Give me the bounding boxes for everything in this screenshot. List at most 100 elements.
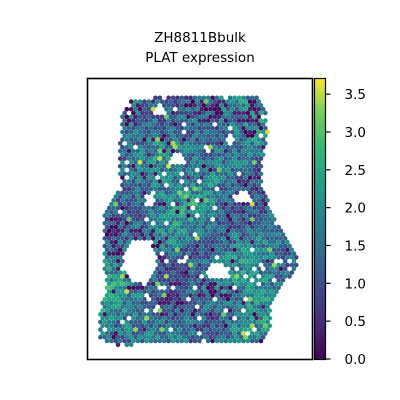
spot: [199, 122, 204, 127]
spot: [249, 308, 255, 313]
spot: [258, 110, 264, 116]
spot: [133, 319, 138, 325]
spot: [126, 118, 132, 123]
spot: [190, 167, 196, 173]
spot: [188, 224, 193, 230]
spot: [227, 209, 233, 215]
spot: [208, 258, 213, 264]
spot: [183, 277, 189, 283]
spot: [146, 304, 152, 310]
spot: [137, 114, 143, 120]
spot: [214, 247, 220, 253]
colorbar-tick-label: 3.5: [345, 87, 366, 103]
spot: [203, 152, 209, 158]
spot: [223, 103, 229, 108]
spot: [120, 160, 125, 165]
spot: [133, 236, 138, 241]
spot: [111, 220, 116, 226]
spot: [241, 277, 246, 283]
spot: [153, 331, 158, 336]
spot: [245, 201, 251, 207]
spot: [254, 171, 259, 177]
spot: [146, 144, 152, 150]
spot: [172, 190, 178, 196]
spot: [201, 285, 207, 291]
spot: [192, 194, 198, 199]
spot: [225, 205, 231, 211]
spot: [267, 255, 273, 260]
spot: [117, 331, 123, 336]
spot: [234, 213, 240, 218]
spot: [199, 167, 204, 173]
spot: [181, 106, 187, 112]
spot: [203, 220, 209, 226]
spot: [183, 262, 189, 268]
spot: [186, 266, 191, 272]
spot: [205, 262, 211, 268]
spot: [135, 179, 141, 184]
spot: [150, 243, 156, 249]
spot: [159, 289, 165, 294]
spot: [168, 236, 174, 241]
spot: [227, 331, 233, 336]
spot: [155, 160, 160, 165]
spot: [106, 334, 112, 340]
spot: [135, 224, 141, 230]
spot: [142, 312, 147, 317]
spot: [274, 266, 279, 272]
spot: [166, 217, 171, 222]
spot: [168, 137, 174, 142]
spot: [102, 334, 108, 340]
spot: [139, 338, 145, 344]
spot: [190, 327, 196, 332]
spot: [177, 312, 182, 317]
spot: [126, 125, 132, 131]
spot: [181, 281, 187, 287]
spot: [144, 331, 149, 336]
spot: [291, 251, 297, 256]
spot: [148, 171, 154, 177]
spot: [267, 300, 273, 306]
spot: [225, 144, 231, 150]
spot: [192, 209, 198, 215]
spot: [245, 163, 251, 169]
spot: [225, 129, 231, 135]
spot: [192, 95, 198, 101]
spot: [157, 232, 163, 237]
spot: [115, 228, 121, 234]
spot: [190, 144, 196, 150]
spot: [115, 220, 121, 226]
spot: [126, 308, 132, 313]
spot: [232, 232, 237, 237]
spot: [111, 228, 116, 234]
spot: [164, 327, 169, 332]
spot: [117, 270, 123, 275]
spot: [197, 209, 202, 215]
spot: [155, 266, 160, 272]
spot: [139, 293, 145, 298]
spot: [102, 213, 108, 218]
spot: [265, 296, 270, 302]
spot: [263, 125, 268, 131]
spot: [252, 236, 257, 241]
spot: [285, 270, 290, 275]
spot: [157, 194, 163, 199]
spot: [203, 327, 209, 332]
spot: [188, 201, 193, 207]
spot: [245, 125, 251, 131]
spot: [214, 148, 220, 154]
spot: [192, 125, 198, 131]
spot: [153, 217, 158, 222]
colorbar-tick-label: 0.0: [345, 352, 366, 368]
spot: [230, 144, 235, 150]
spot: [168, 251, 174, 256]
spot: [159, 190, 165, 196]
spot: [252, 137, 257, 142]
spot: [241, 338, 246, 344]
spot: [236, 148, 242, 154]
spot: [238, 213, 244, 218]
spot: [177, 99, 182, 104]
spot: [199, 243, 204, 249]
spot: [122, 179, 127, 184]
spot: [236, 179, 242, 184]
